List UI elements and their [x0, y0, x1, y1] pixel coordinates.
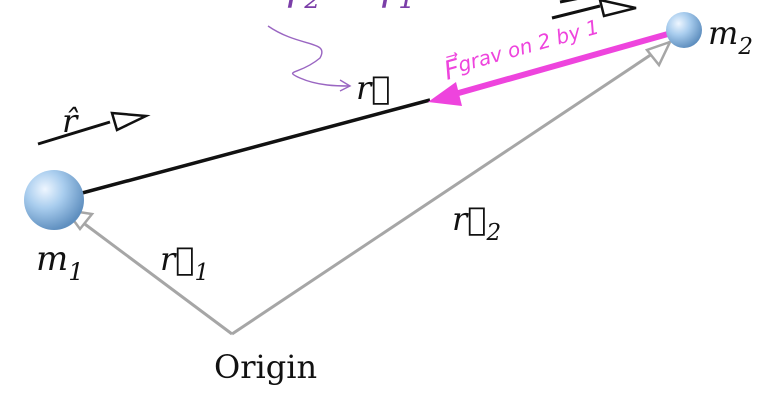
label-r2: r⃗2	[452, 200, 501, 246]
unit-vector-rhat	[37, 111, 151, 146]
force-vector	[428, 27, 683, 106]
header-formula-text: r₂ − r₁	[285, 0, 414, 18]
unit-vector-near-m2	[551, 0, 637, 20]
label-m2: m2	[708, 14, 753, 60]
vector-r2	[231, 39, 673, 336]
header-formula-partial: r₂ − r₁	[285, 0, 414, 18]
separation-vector	[55, 98, 431, 202]
label-m1: m1	[36, 239, 84, 286]
mass-1-sphere	[24, 170, 84, 230]
mass-2-sphere	[666, 12, 702, 48]
label-r1: r⃗1	[160, 240, 209, 286]
annotation-squiggle	[267, 25, 352, 92]
label-rhat: r̂	[62, 102, 79, 140]
label-r: r⃗	[356, 69, 391, 107]
label-origin: Origin	[214, 348, 317, 386]
